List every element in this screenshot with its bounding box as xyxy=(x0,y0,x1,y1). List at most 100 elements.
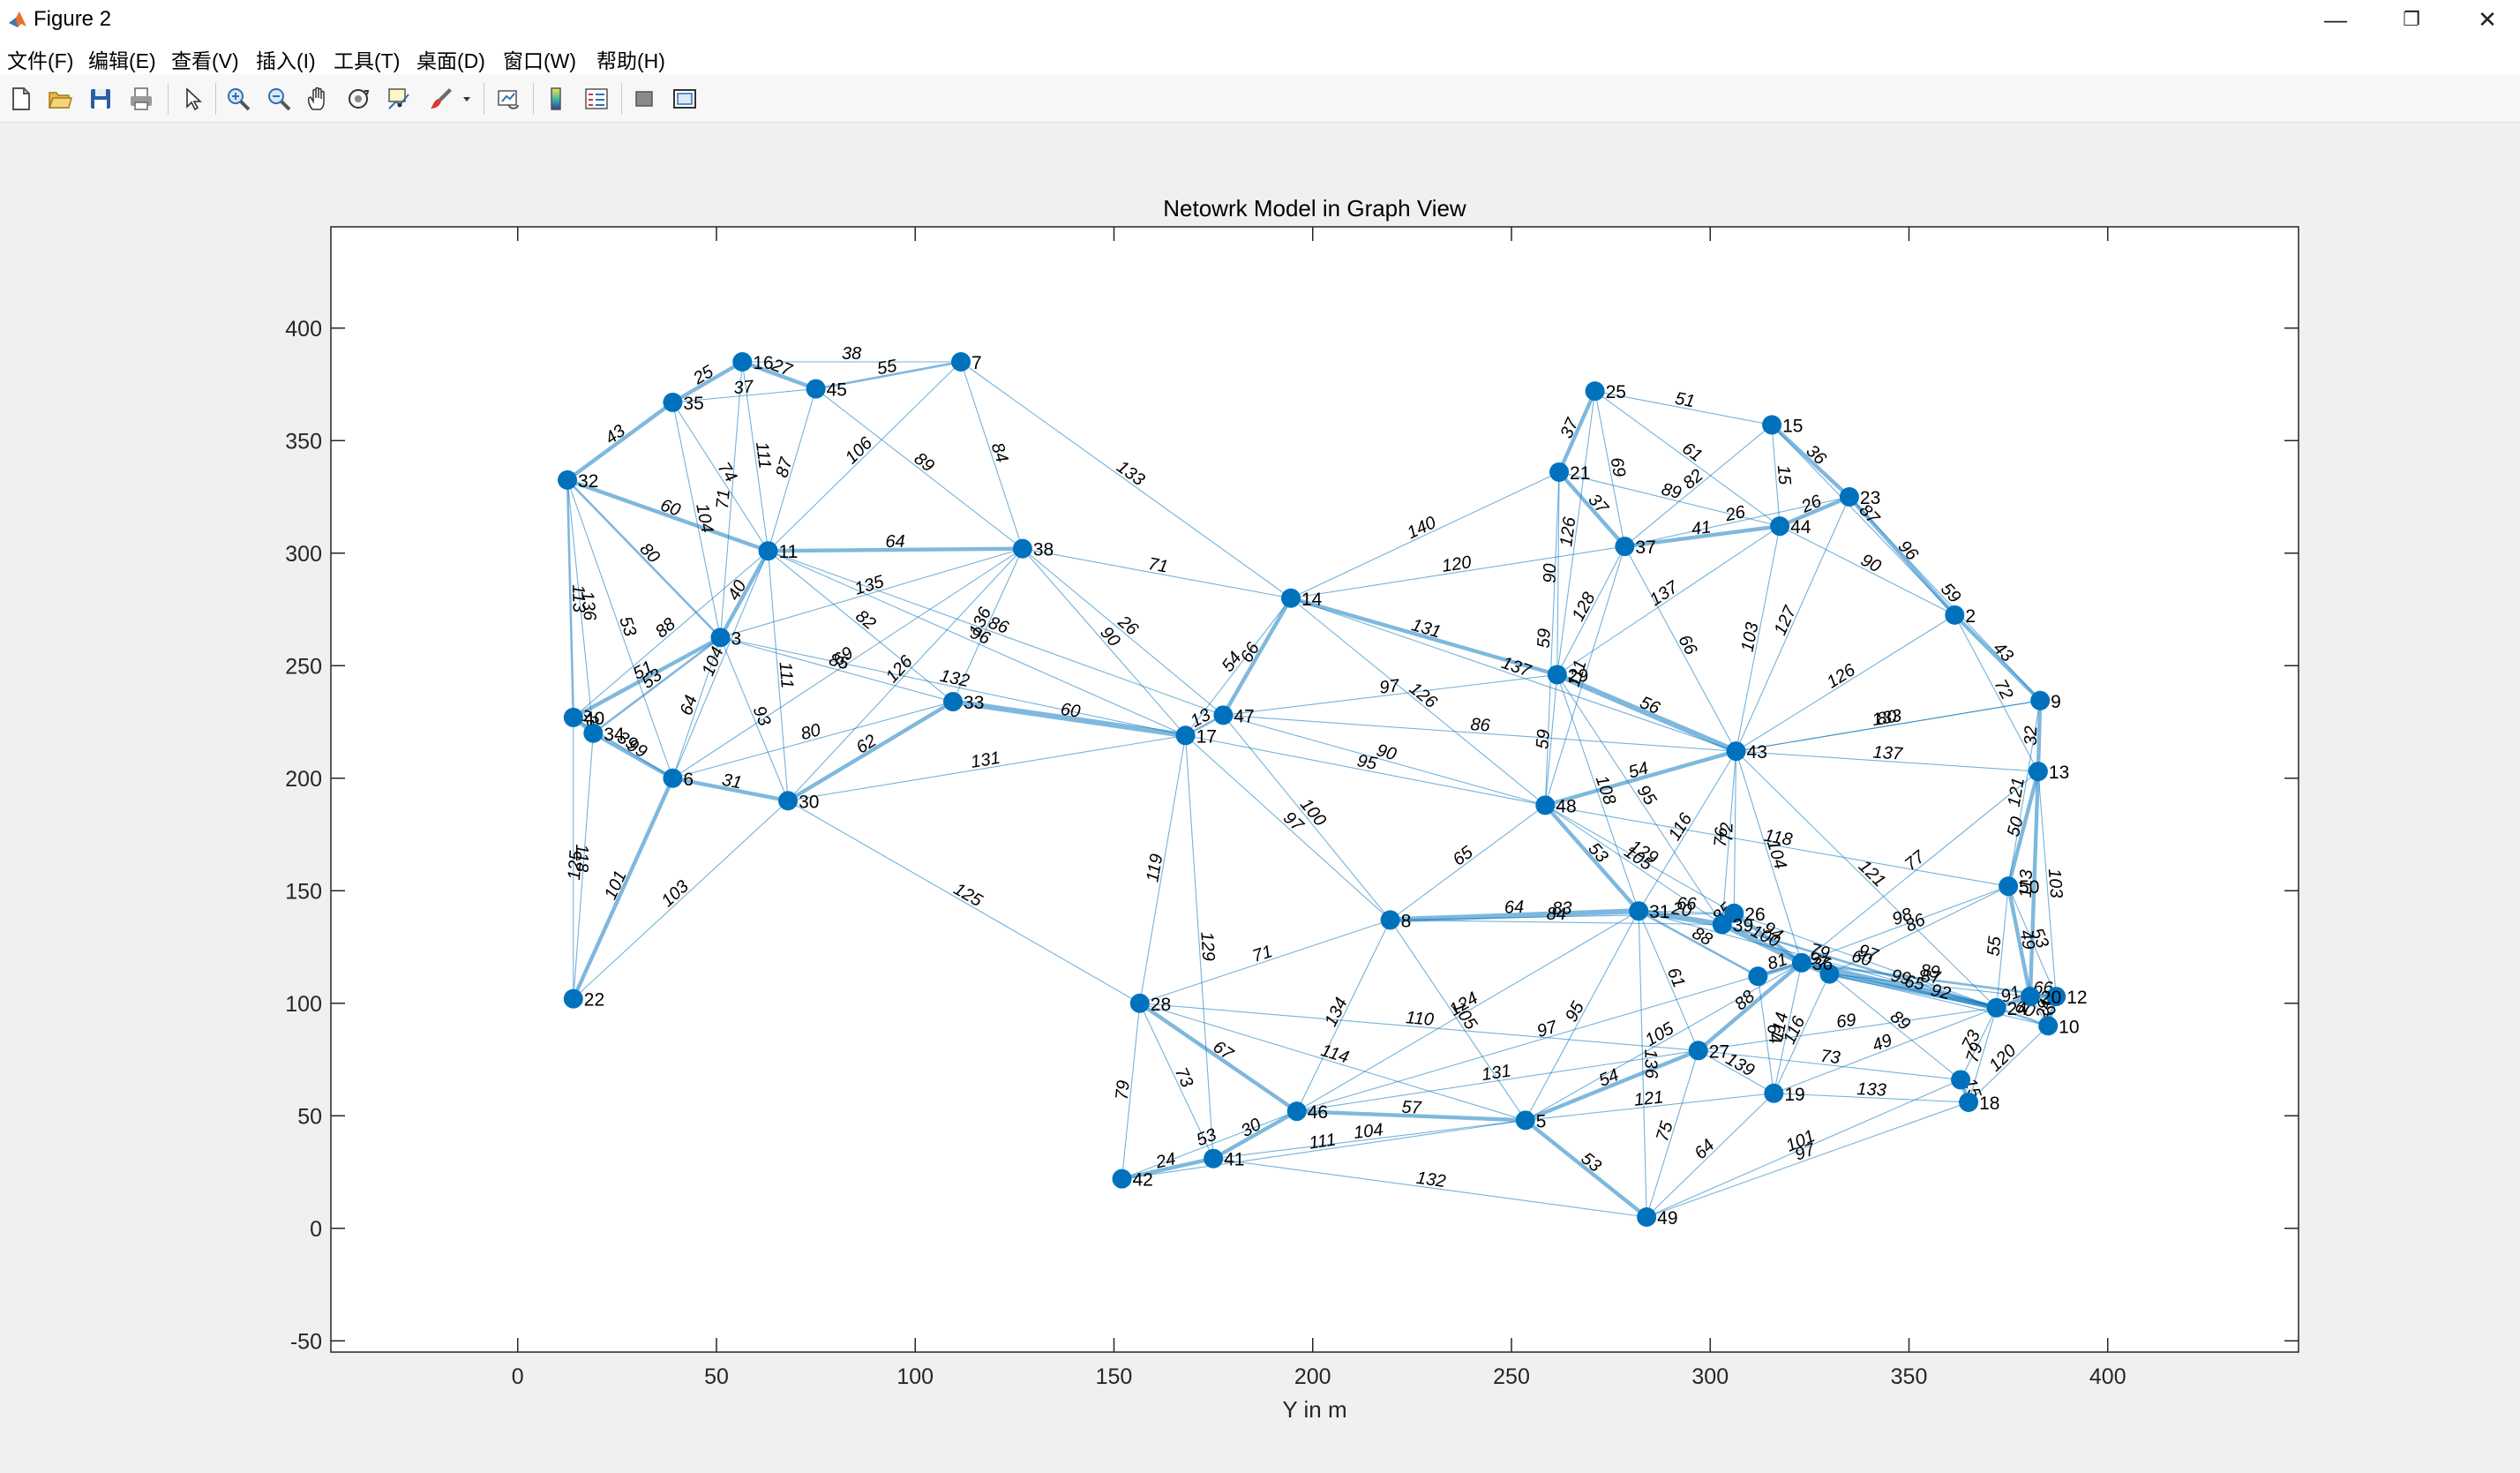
y-tick-label: 300 xyxy=(285,542,322,567)
brush-icon[interactable] xyxy=(424,81,459,116)
graph-edge xyxy=(1594,391,1625,547)
graph-node[interactable] xyxy=(1549,462,1570,482)
graph-edge xyxy=(1829,973,1961,1080)
menu-window[interactable]: 窗口(W) xyxy=(503,49,577,72)
graph-edge xyxy=(1296,962,1803,1112)
graph-node[interactable] xyxy=(1012,538,1032,559)
select-arrow-icon[interactable] xyxy=(175,81,210,116)
graph-node[interactable] xyxy=(1629,901,1649,921)
graph-node[interactable] xyxy=(2038,1016,2059,1036)
graph-node[interactable] xyxy=(663,768,683,788)
graph-node[interactable] xyxy=(2028,762,2048,782)
graph-node[interactable] xyxy=(1951,1070,1971,1090)
graph-node[interactable] xyxy=(1175,725,1196,746)
graph-node[interactable] xyxy=(1615,537,1635,557)
graph-node[interactable] xyxy=(806,379,826,399)
graph-edge xyxy=(1290,597,1546,806)
x-tick-label: 0 xyxy=(512,1364,524,1389)
node-label: 2 xyxy=(1965,606,1976,627)
graph-node[interactable] xyxy=(1688,1041,1708,1061)
graph-node[interactable] xyxy=(1380,910,1400,930)
menu-help[interactable]: 帮助(H) xyxy=(596,49,665,72)
graph-node[interactable] xyxy=(710,628,731,648)
graph-edge xyxy=(1721,921,1804,966)
graph-node[interactable] xyxy=(2020,987,2040,1007)
link-plot-icon[interactable] xyxy=(491,81,526,116)
print-icon[interactable] xyxy=(124,81,159,116)
legend-icon[interactable] xyxy=(579,81,614,116)
edge-weight-label: 37 xyxy=(733,377,755,398)
graph-node[interactable] xyxy=(1791,952,1811,973)
graph-node[interactable] xyxy=(563,707,583,727)
close-icon[interactable]: ✕ xyxy=(2478,5,2497,33)
graph-node[interactable] xyxy=(1112,1169,1132,1189)
menu-tools[interactable]: 工具(T) xyxy=(334,49,401,72)
graph-node[interactable] xyxy=(943,692,964,712)
edge-weight-label: 69 xyxy=(1835,1011,1857,1033)
graph-node[interactable] xyxy=(1204,1148,1224,1169)
graph-node[interactable] xyxy=(1547,665,1567,685)
new-figure-icon[interactable] xyxy=(4,81,39,116)
pan-hand-icon[interactable] xyxy=(300,81,335,116)
edge-weight-label: 57 xyxy=(1401,1098,1422,1118)
maximize-icon[interactable]: ❐ xyxy=(2403,8,2420,30)
graph-node[interactable] xyxy=(2030,690,2051,710)
graph-node[interactable] xyxy=(1748,966,1768,987)
menu-insert[interactable]: 插入(I) xyxy=(256,49,316,72)
menu-file[interactable]: 文件(F) xyxy=(7,49,74,72)
rotate-3d-icon[interactable] xyxy=(341,81,376,116)
toolbar-separator xyxy=(168,83,169,115)
show-plot-tools-icon[interactable] xyxy=(667,81,702,116)
graph-node[interactable] xyxy=(1129,993,1150,1013)
graph-node[interactable] xyxy=(1762,415,1782,435)
edge-weight-label: 111 xyxy=(752,440,775,470)
graph-edge xyxy=(1138,1001,1298,1113)
graph-edge xyxy=(1646,1050,1699,1218)
graph-node[interactable] xyxy=(1213,705,1234,725)
graph-node[interactable] xyxy=(583,723,604,743)
graph-node[interactable] xyxy=(663,392,683,412)
menu-view[interactable]: 查看(V) xyxy=(171,49,239,72)
graph-edge xyxy=(1848,495,1956,617)
graph-node[interactable] xyxy=(778,791,799,811)
graph-node[interactable] xyxy=(1819,964,1840,984)
open-file-icon[interactable] xyxy=(42,81,78,116)
graph-node[interactable] xyxy=(1839,487,1859,507)
graph-node[interactable] xyxy=(1726,741,1746,762)
graph-node[interactable] xyxy=(1945,605,1965,625)
save-icon[interactable] xyxy=(83,81,118,116)
zoom-out-icon[interactable] xyxy=(261,81,296,116)
graph-node[interactable] xyxy=(758,541,778,561)
graph-node[interactable] xyxy=(1770,516,1790,537)
x-tick-label: 100 xyxy=(896,1364,934,1389)
graph-node[interactable] xyxy=(951,352,971,372)
graph-node[interactable] xyxy=(563,988,583,1009)
graph-node[interactable] xyxy=(1712,914,1732,935)
graph-node[interactable] xyxy=(732,352,753,372)
graph-node[interactable] xyxy=(1515,1110,1535,1131)
edge-weight-label: 92 xyxy=(1929,981,1953,1004)
graph-node[interactable] xyxy=(558,470,578,490)
hide-plot-tools-icon[interactable] xyxy=(626,81,662,116)
graph-node[interactable] xyxy=(1999,876,2019,897)
graph-node[interactable] xyxy=(1585,381,1605,402)
graph-node[interactable] xyxy=(1280,588,1301,608)
data-cursor-icon[interactable] xyxy=(381,81,416,116)
graph-node[interactable] xyxy=(1637,1207,1657,1227)
graph-node[interactable] xyxy=(1286,1101,1307,1122)
minimize-icon[interactable]: — xyxy=(2324,5,2347,33)
menu-desktop[interactable]: 桌面(D) xyxy=(416,49,485,72)
brush-dropdown-icon[interactable] xyxy=(459,81,475,116)
graph-edge xyxy=(1556,471,1560,675)
graph-node[interactable] xyxy=(1959,1092,1979,1112)
graph-node[interactable] xyxy=(1986,997,2006,1018)
edge-weight-label: 119 xyxy=(1143,853,1166,883)
graph-node[interactable] xyxy=(2046,987,2066,1007)
colorbar-icon[interactable] xyxy=(538,81,574,116)
graph-node[interactable] xyxy=(1535,795,1556,815)
menu-edit[interactable]: 编辑(E) xyxy=(88,49,156,72)
graph-edge xyxy=(671,637,722,778)
graph-node[interactable] xyxy=(1764,1083,1784,1103)
zoom-in-icon[interactable] xyxy=(221,81,256,116)
